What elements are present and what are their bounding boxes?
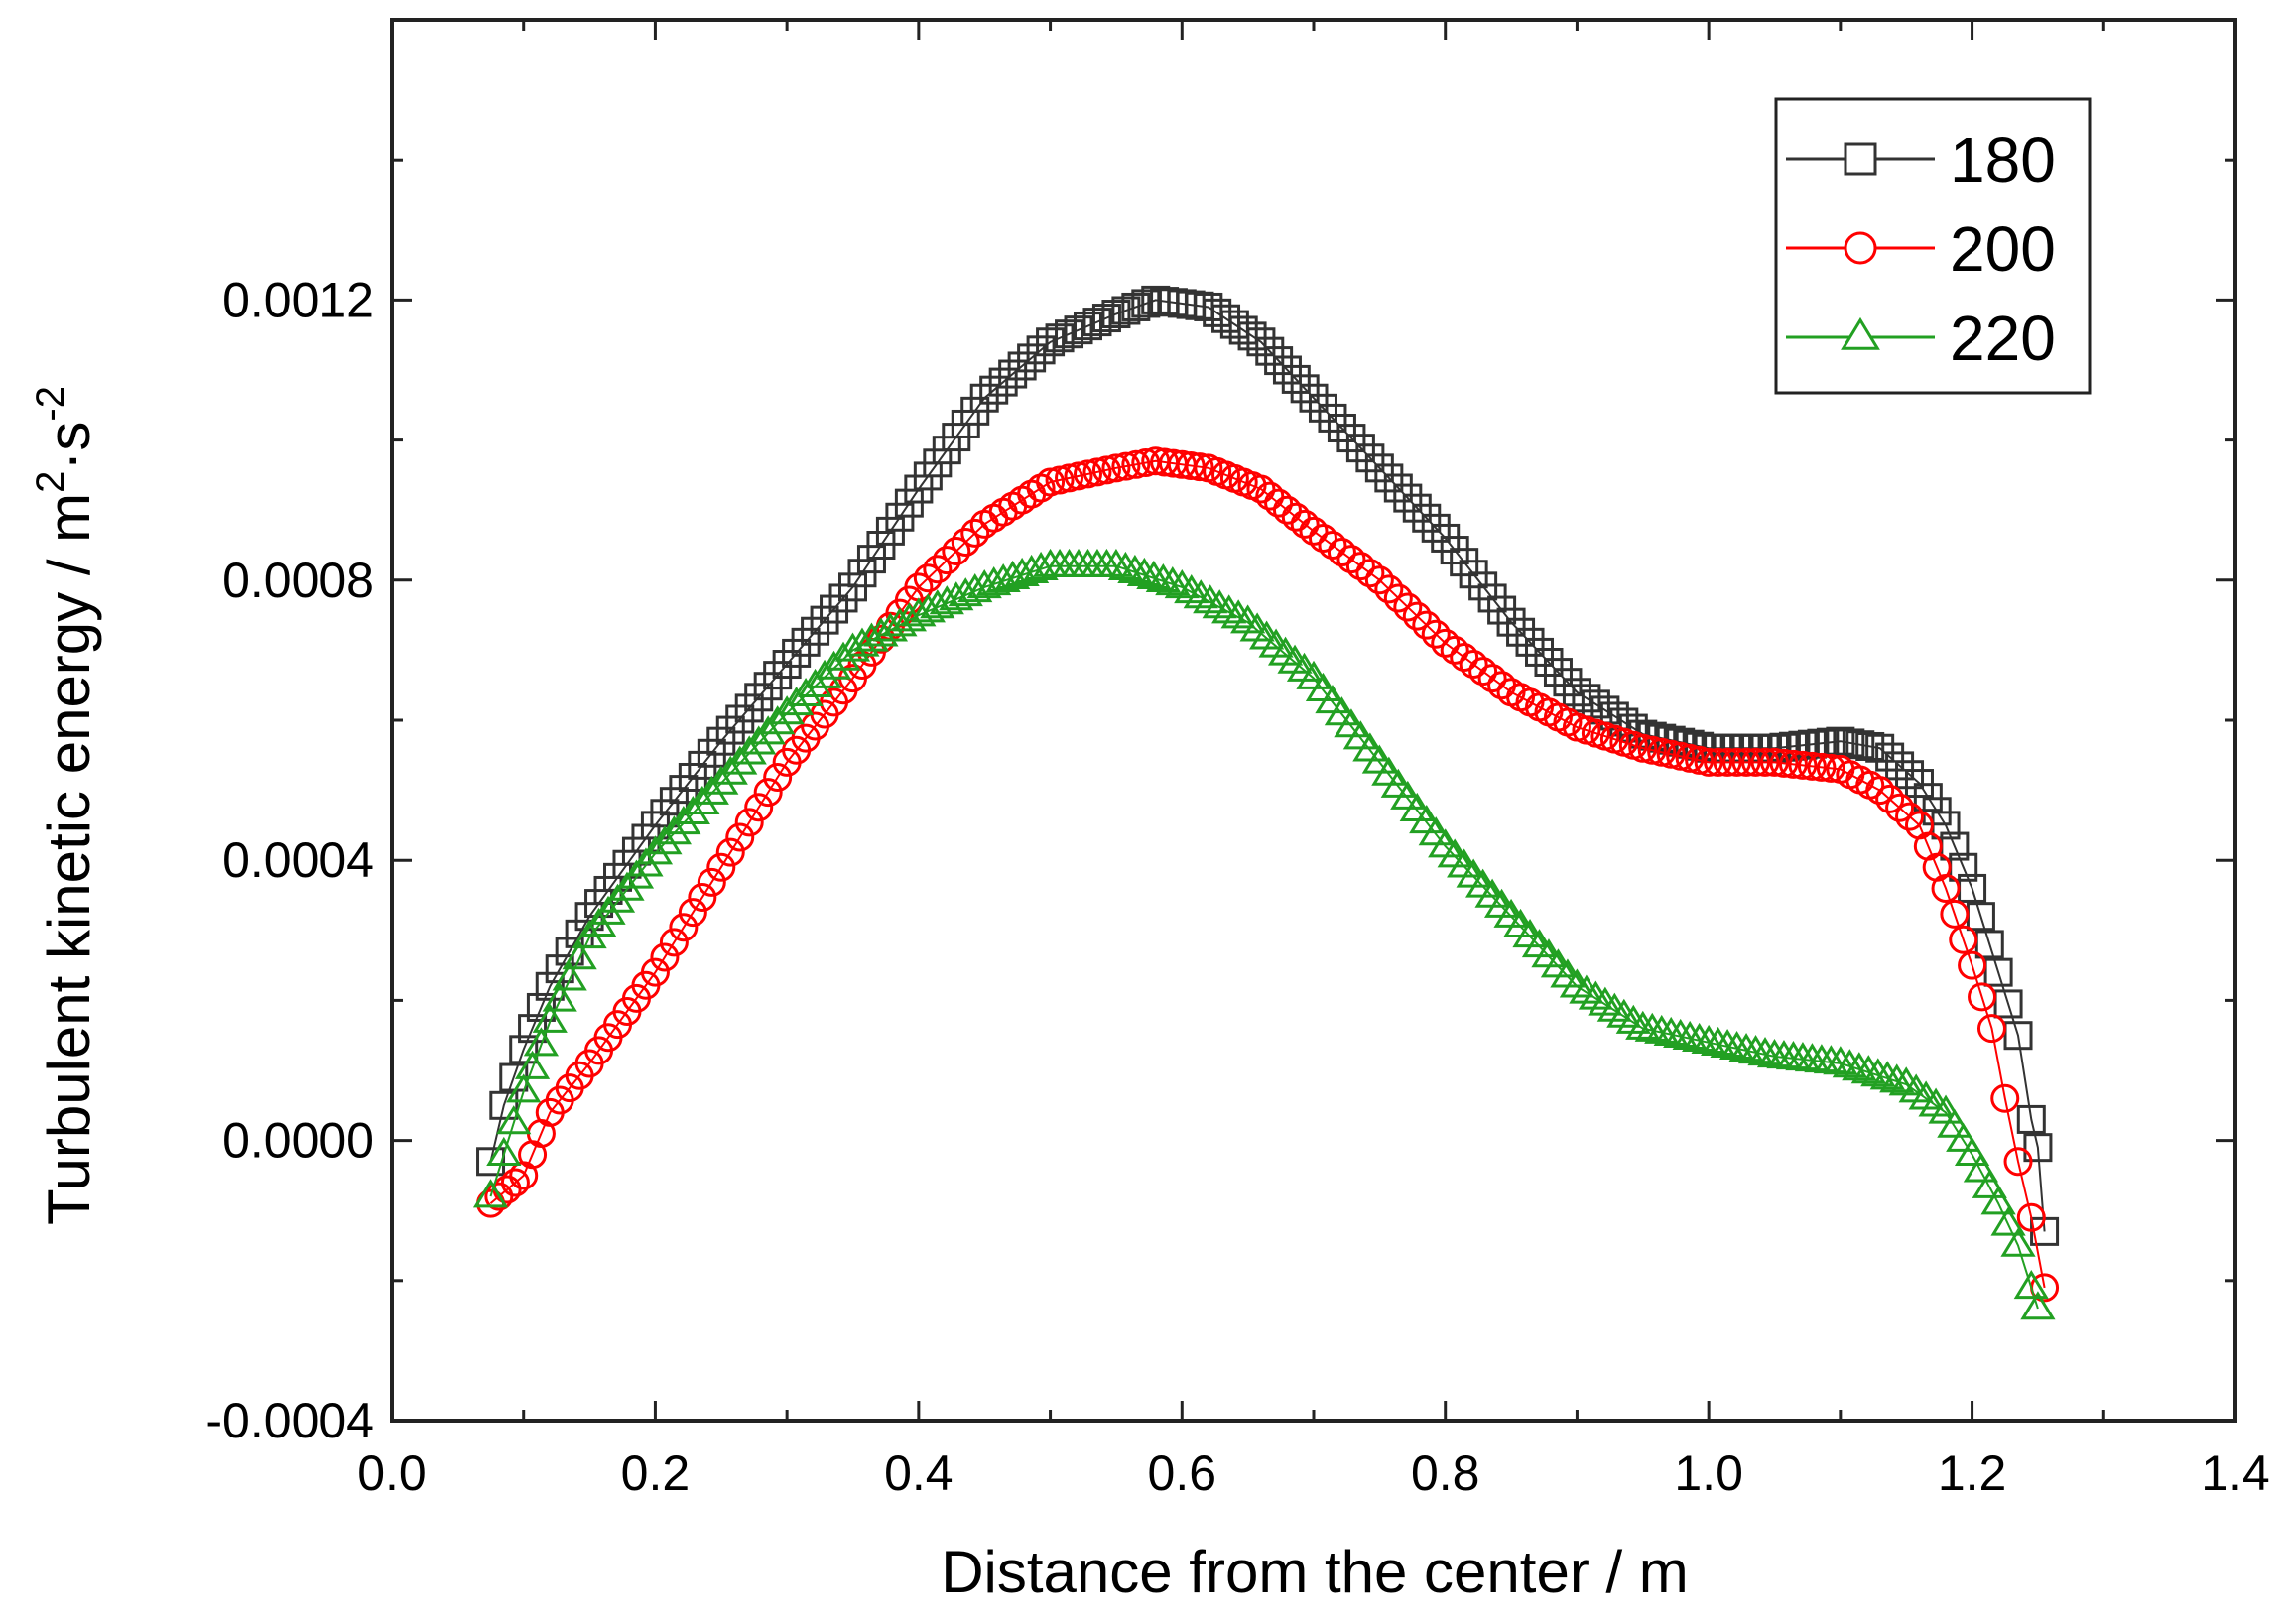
x-tick-label: 0.2 — [621, 1445, 691, 1501]
x-tick-label: 1.4 — [2201, 1445, 2270, 1501]
x-tick-label: 0.8 — [1411, 1445, 1480, 1501]
series-200 — [478, 448, 2058, 1301]
y-tick-label: 0.0004 — [222, 832, 374, 888]
series-layer — [476, 287, 2058, 1317]
x-axis-title: Distance from the center / m — [941, 1539, 1689, 1605]
x-tick-label: 0.4 — [884, 1445, 954, 1501]
chart: Turbulent kinetic energy / m2·s-2 Distan… — [0, 0, 2290, 1624]
x-tick-label: 0.0 — [357, 1445, 427, 1501]
series-line — [491, 566, 2038, 1309]
y-tick-label: -0.0004 — [205, 1393, 374, 1448]
legend: 180 200 220 — [1776, 99, 2090, 393]
x-tick-label: 1.0 — [1674, 1445, 1743, 1501]
legend-label: 180 — [1950, 124, 2056, 195]
x-tick-label: 1.2 — [1938, 1445, 2007, 1501]
data-point — [1949, 1126, 1978, 1151]
series-line — [491, 461, 2045, 1288]
legend-marker — [1845, 144, 1875, 174]
y-tick-label: 0.0008 — [222, 553, 374, 608]
y-tick-label: 0.0000 — [222, 1113, 374, 1169]
legend-label: 200 — [1950, 213, 2056, 285]
series-220 — [476, 552, 2053, 1318]
series-180 — [478, 287, 2058, 1244]
x-tick-label: 0.6 — [1148, 1445, 1217, 1501]
y-tick-label: 0.0012 — [222, 272, 374, 327]
y-axis-title: Turbulent kinetic energy / m2·s-2 — [29, 386, 102, 1225]
legend-marker — [1845, 233, 1875, 263]
legend-label: 220 — [1950, 303, 2056, 374]
